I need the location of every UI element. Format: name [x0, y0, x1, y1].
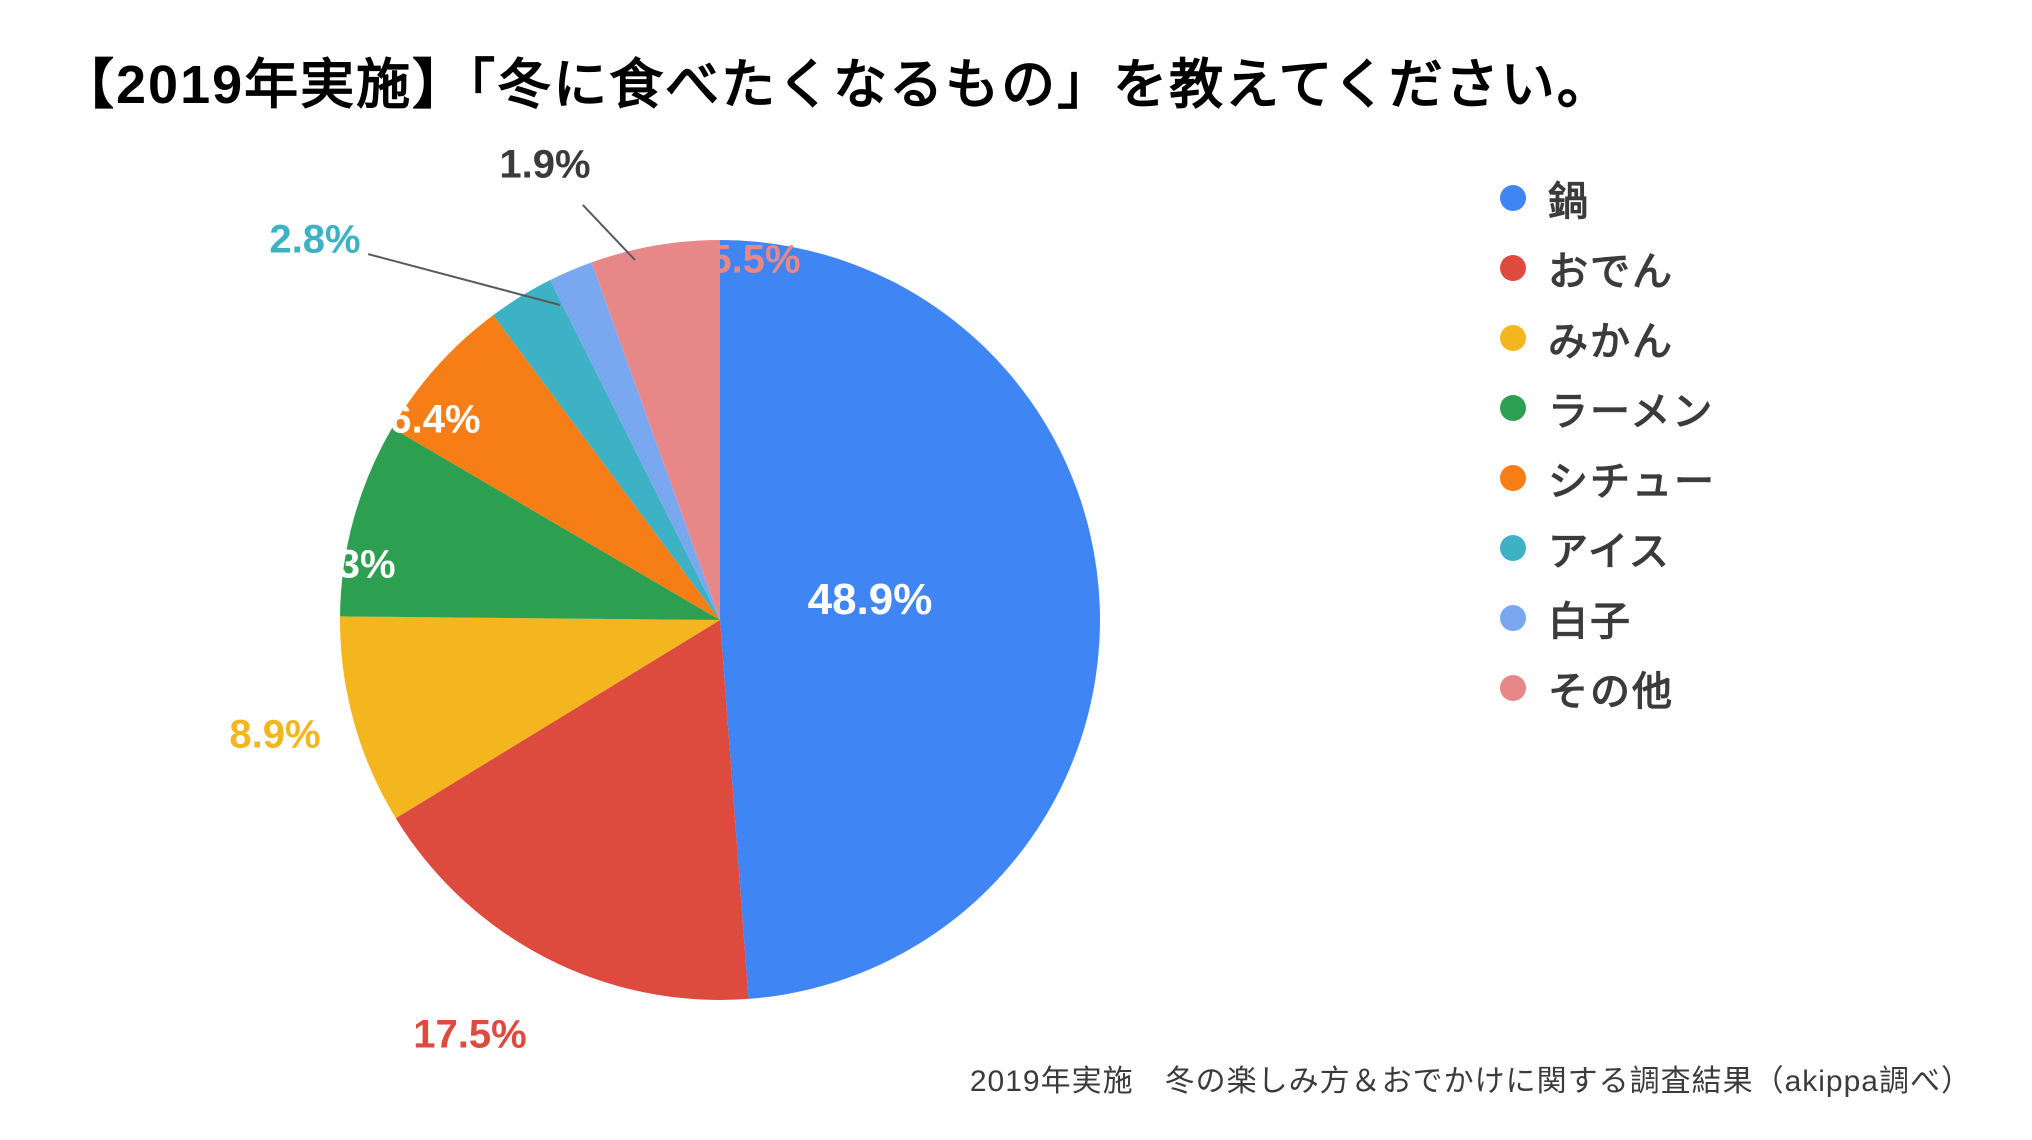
slice-percent-label: 8.3%: [304, 543, 395, 588]
slice-percent-label: 1.9%: [499, 143, 590, 188]
slice-percent-label: 17.5%: [413, 1013, 526, 1058]
legend-item: その他: [1500, 675, 1716, 701]
slice-percent-label: 2.8%: [269, 218, 360, 263]
legend-dot-icon: [1500, 185, 1526, 211]
slice-percent-label: 6.4%: [389, 398, 480, 443]
legend-item: 鍋: [1500, 185, 1716, 211]
legend-dot-icon: [1500, 325, 1526, 351]
callout-line: [583, 205, 635, 260]
chart-container: 【2019年実施】「冬に食べたくなるもの」を教えてください。 48.9%17.5…: [0, 0, 2032, 1140]
legend-dot-icon: [1500, 395, 1526, 421]
slice-percent-label: 5.5%: [709, 238, 800, 283]
slice-percent-label: 8.9%: [229, 713, 320, 758]
legend-dot-icon: [1500, 255, 1526, 281]
legend-dot-icon: [1500, 675, 1526, 701]
callout-line: [368, 254, 560, 305]
legend-dot-icon: [1500, 535, 1526, 561]
legend-label: シチュー: [1548, 449, 1716, 507]
legend-item: おでん: [1500, 255, 1716, 281]
legend-dot-icon: [1500, 465, 1526, 491]
legend: 鍋おでんみかんラーメンシチューアイス白子その他: [1500, 185, 1716, 745]
legend-item: シチュー: [1500, 465, 1716, 491]
legend-label: ラーメン: [1548, 379, 1714, 437]
legend-label: 白子: [1548, 589, 1632, 647]
legend-item: みかん: [1500, 325, 1716, 351]
legend-item: 白子: [1500, 605, 1716, 631]
legend-label: おでん: [1548, 239, 1674, 297]
legend-dot-icon: [1500, 605, 1526, 631]
legend-label: 鍋: [1548, 169, 1590, 227]
legend-item: ラーメン: [1500, 395, 1716, 421]
footer-caption: 2019年実施 冬の楽しみ方＆おでかけに関する調査結果（akippa調べ）: [970, 1056, 1972, 1100]
slice-percent-label: 48.9%: [808, 575, 933, 625]
legend-label: アイス: [1548, 519, 1671, 577]
legend-item: アイス: [1500, 535, 1716, 561]
legend-label: その他: [1548, 659, 1674, 717]
legend-label: みかん: [1548, 309, 1674, 367]
